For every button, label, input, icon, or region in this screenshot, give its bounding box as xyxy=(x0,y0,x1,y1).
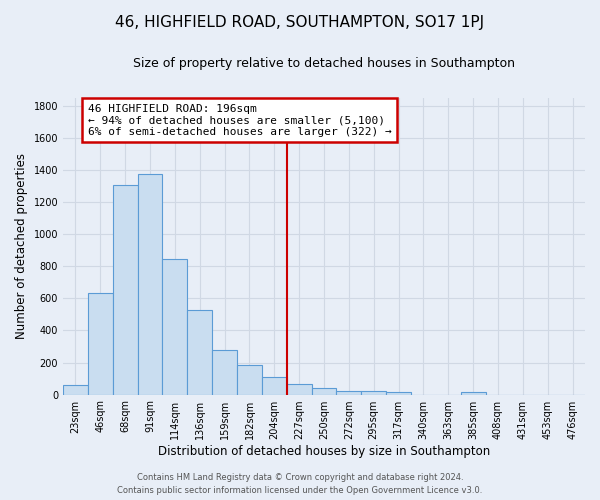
Bar xyxy=(163,259,187,394)
Bar xyxy=(237,365,262,394)
Bar xyxy=(187,310,212,394)
Bar xyxy=(311,388,337,394)
Bar xyxy=(337,390,361,394)
Title: Size of property relative to detached houses in Southampton: Size of property relative to detached ho… xyxy=(133,58,515,70)
Text: 46 HIGHFIELD ROAD: 196sqm
← 94% of detached houses are smaller (5,100)
6% of sem: 46 HIGHFIELD ROAD: 196sqm ← 94% of detac… xyxy=(88,104,392,137)
Bar xyxy=(63,385,88,394)
Bar xyxy=(461,392,485,394)
Bar xyxy=(386,392,411,394)
Bar xyxy=(287,384,311,394)
Text: Contains HM Land Registry data © Crown copyright and database right 2024.
Contai: Contains HM Land Registry data © Crown c… xyxy=(118,474,482,495)
Text: 46, HIGHFIELD ROAD, SOUTHAMPTON, SO17 1PJ: 46, HIGHFIELD ROAD, SOUTHAMPTON, SO17 1P… xyxy=(115,15,485,30)
Bar xyxy=(88,293,113,394)
Bar xyxy=(212,350,237,395)
X-axis label: Distribution of detached houses by size in Southampton: Distribution of detached houses by size … xyxy=(158,444,490,458)
Bar xyxy=(361,392,386,394)
Y-axis label: Number of detached properties: Number of detached properties xyxy=(15,154,28,340)
Bar xyxy=(262,377,287,394)
Bar xyxy=(137,174,163,394)
Bar xyxy=(113,186,137,394)
